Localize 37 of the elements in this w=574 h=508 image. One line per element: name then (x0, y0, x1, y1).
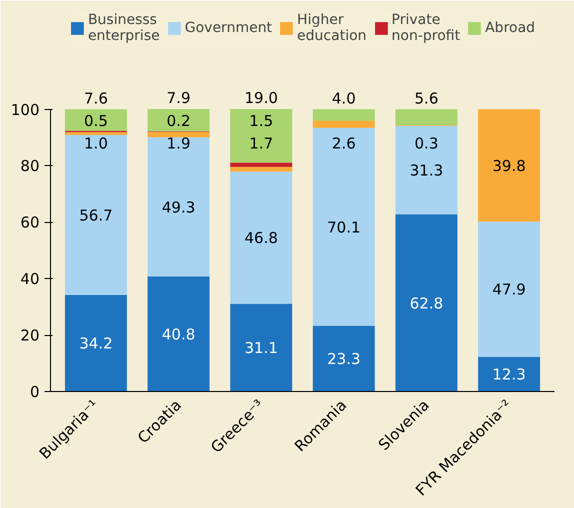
data-label: 1.0 (84, 134, 108, 153)
data-label: 46.8 (244, 229, 278, 248)
y-tick-label: 40 (20, 270, 40, 288)
data-label: 70.1 (327, 218, 361, 236)
data-label: 23.3 (327, 350, 361, 368)
data-label: 1.7 (249, 134, 274, 153)
data-label: 31.3 (410, 162, 444, 180)
data-label: 19.0 (244, 89, 278, 108)
data-label: 62.8 (410, 294, 444, 312)
data-label: 4.0 (332, 89, 356, 108)
y-tick-label: 0 (30, 383, 40, 401)
data-label: 2.6 (332, 134, 356, 153)
y-tick-label: 100 (10, 100, 40, 119)
y-tick-label: 20 (20, 326, 40, 345)
data-label: 0.5 (84, 112, 108, 130)
data-label: 39.8 (492, 156, 526, 175)
data-label: 0.3 (414, 134, 438, 153)
data-label: 7.9 (166, 89, 190, 108)
data-label: 7.6 (84, 89, 108, 108)
data-label: 56.7 (79, 206, 113, 224)
y-tick-label: 60 (20, 214, 40, 232)
data-label: 5.6 (414, 89, 438, 108)
data-label: 47.9 (492, 280, 526, 299)
legend-label: Higher education (297, 12, 367, 44)
y-tick-label: 80 (20, 157, 40, 176)
data-label: 31.1 (244, 339, 278, 358)
data-label: 1.9 (166, 134, 190, 153)
data-label: 40.8 (162, 325, 196, 344)
legend-label: Private non-profit (392, 12, 460, 44)
data-label: 0.2 (166, 112, 190, 130)
data-label: 49.3 (162, 198, 196, 216)
legend-label: Government (184, 20, 272, 36)
data-label: 34.2 (79, 334, 113, 353)
legend-label: Businesss enterprise (88, 12, 160, 44)
data-label: 1.5 (249, 112, 274, 130)
data-label: 12.3 (492, 366, 526, 384)
legend-label: Abroad (485, 20, 536, 36)
